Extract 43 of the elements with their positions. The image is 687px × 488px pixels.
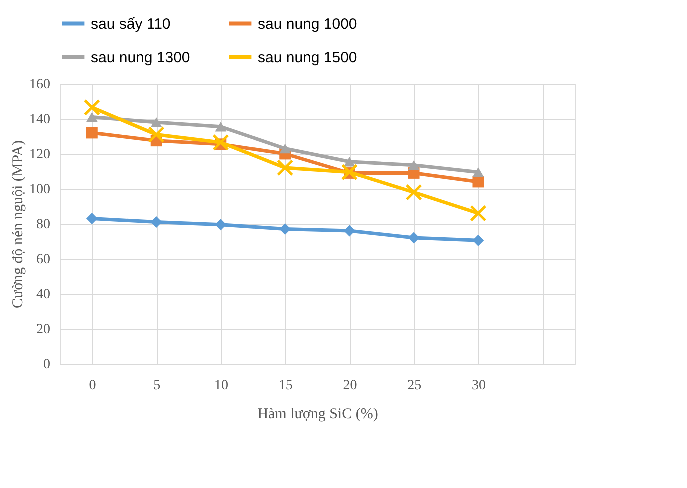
- x-tick-label: 10: [214, 378, 228, 394]
- y-tick-label: 80: [36, 218, 50, 232]
- point: [86, 213, 98, 224]
- legend-label: sau sấy 110: [91, 16, 171, 33]
- legend-label: sau nung 1300: [91, 50, 190, 66]
- point: [280, 224, 292, 235]
- point: [408, 232, 420, 244]
- y-tick-label: 0: [44, 358, 50, 372]
- x-tick-label: 15: [278, 378, 293, 394]
- x-tick-label: 25: [408, 378, 422, 394]
- y-tick-label: 60: [36, 252, 50, 268]
- y-tick-label: 120: [30, 148, 50, 162]
- x-tick-label: 0: [89, 378, 96, 394]
- point: [344, 156, 356, 167]
- point: [276, 160, 294, 176]
- y-tick-label: 160: [30, 78, 50, 92]
- point: [408, 160, 420, 170]
- legend-label: sau nung 1500: [258, 50, 358, 66]
- point: [472, 167, 484, 178]
- point: [215, 219, 227, 231]
- x-tick-label: 5: [154, 378, 161, 394]
- y-tick-label: 20: [36, 322, 50, 338]
- legend-label: sau nung 1000: [258, 16, 358, 33]
- x-tick-label: 30: [472, 378, 486, 394]
- y-tick-label: 40: [36, 288, 50, 302]
- point: [472, 234, 484, 246]
- x-tick-label: 20: [343, 378, 358, 394]
- point: [84, 99, 101, 116]
- x-axis-title: Hàm lượng SiC (%): [258, 406, 378, 422]
- point: [470, 205, 487, 222]
- point: [341, 164, 358, 181]
- point: [86, 127, 98, 139]
- y-tick-label: 100: [30, 182, 50, 198]
- point: [86, 112, 98, 122]
- point: [148, 126, 165, 144]
- point: [212, 134, 230, 151]
- point: [150, 216, 162, 228]
- y-tick-label: 140: [30, 112, 50, 128]
- y-axis-title: Cường độ nén nguội (MPA): [10, 140, 26, 309]
- point: [150, 118, 162, 128]
- point: [406, 184, 422, 201]
- point: [280, 144, 292, 154]
- point: [215, 122, 227, 132]
